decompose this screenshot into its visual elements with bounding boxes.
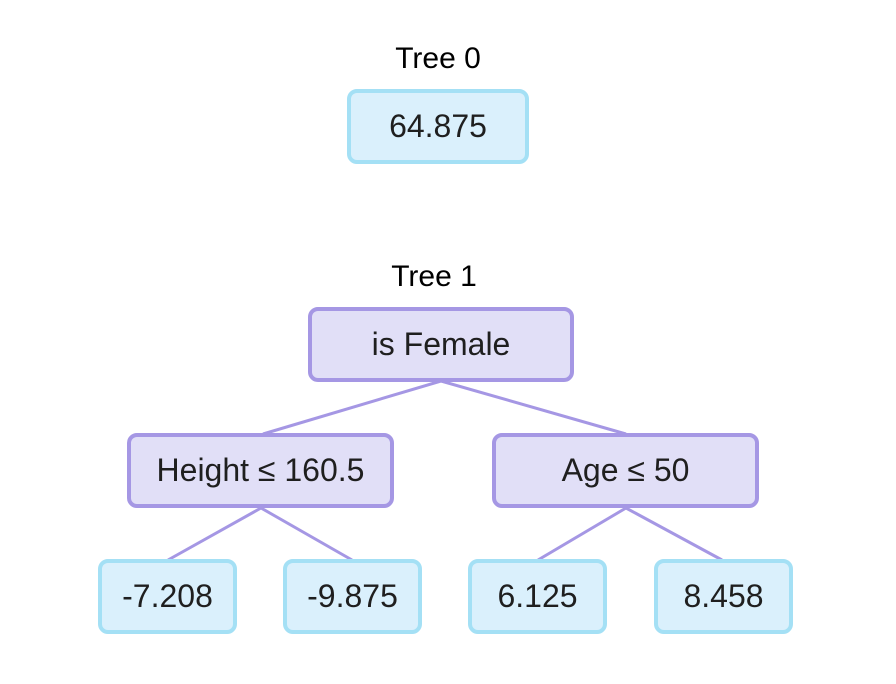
tree0-title: Tree 0	[395, 42, 481, 75]
edge-root-left	[262, 379, 442, 436]
edge-right-leaf1	[537, 506, 627, 562]
tree0-root-leaf: 64.875	[347, 89, 529, 164]
tree1-leaf-1: -7.208	[98, 559, 237, 634]
tree1-left-split: Height ≤ 160.5	[127, 433, 394, 508]
edge-left-leaf1	[167, 506, 262, 562]
edge-left-leaf2	[260, 506, 353, 562]
tree1-title: Tree 1	[391, 260, 477, 293]
tree1-right-split: Age ≤ 50	[492, 433, 759, 508]
edge-right-leaf2	[625, 506, 723, 562]
tree1-leaf-3: 6.125	[468, 559, 607, 634]
tree1-leaf-2: -9.875	[283, 559, 422, 634]
edge-root-right	[440, 379, 627, 436]
tree1-leaf-4: 8.458	[654, 559, 793, 634]
tree1-root-split: is Female	[308, 307, 574, 382]
